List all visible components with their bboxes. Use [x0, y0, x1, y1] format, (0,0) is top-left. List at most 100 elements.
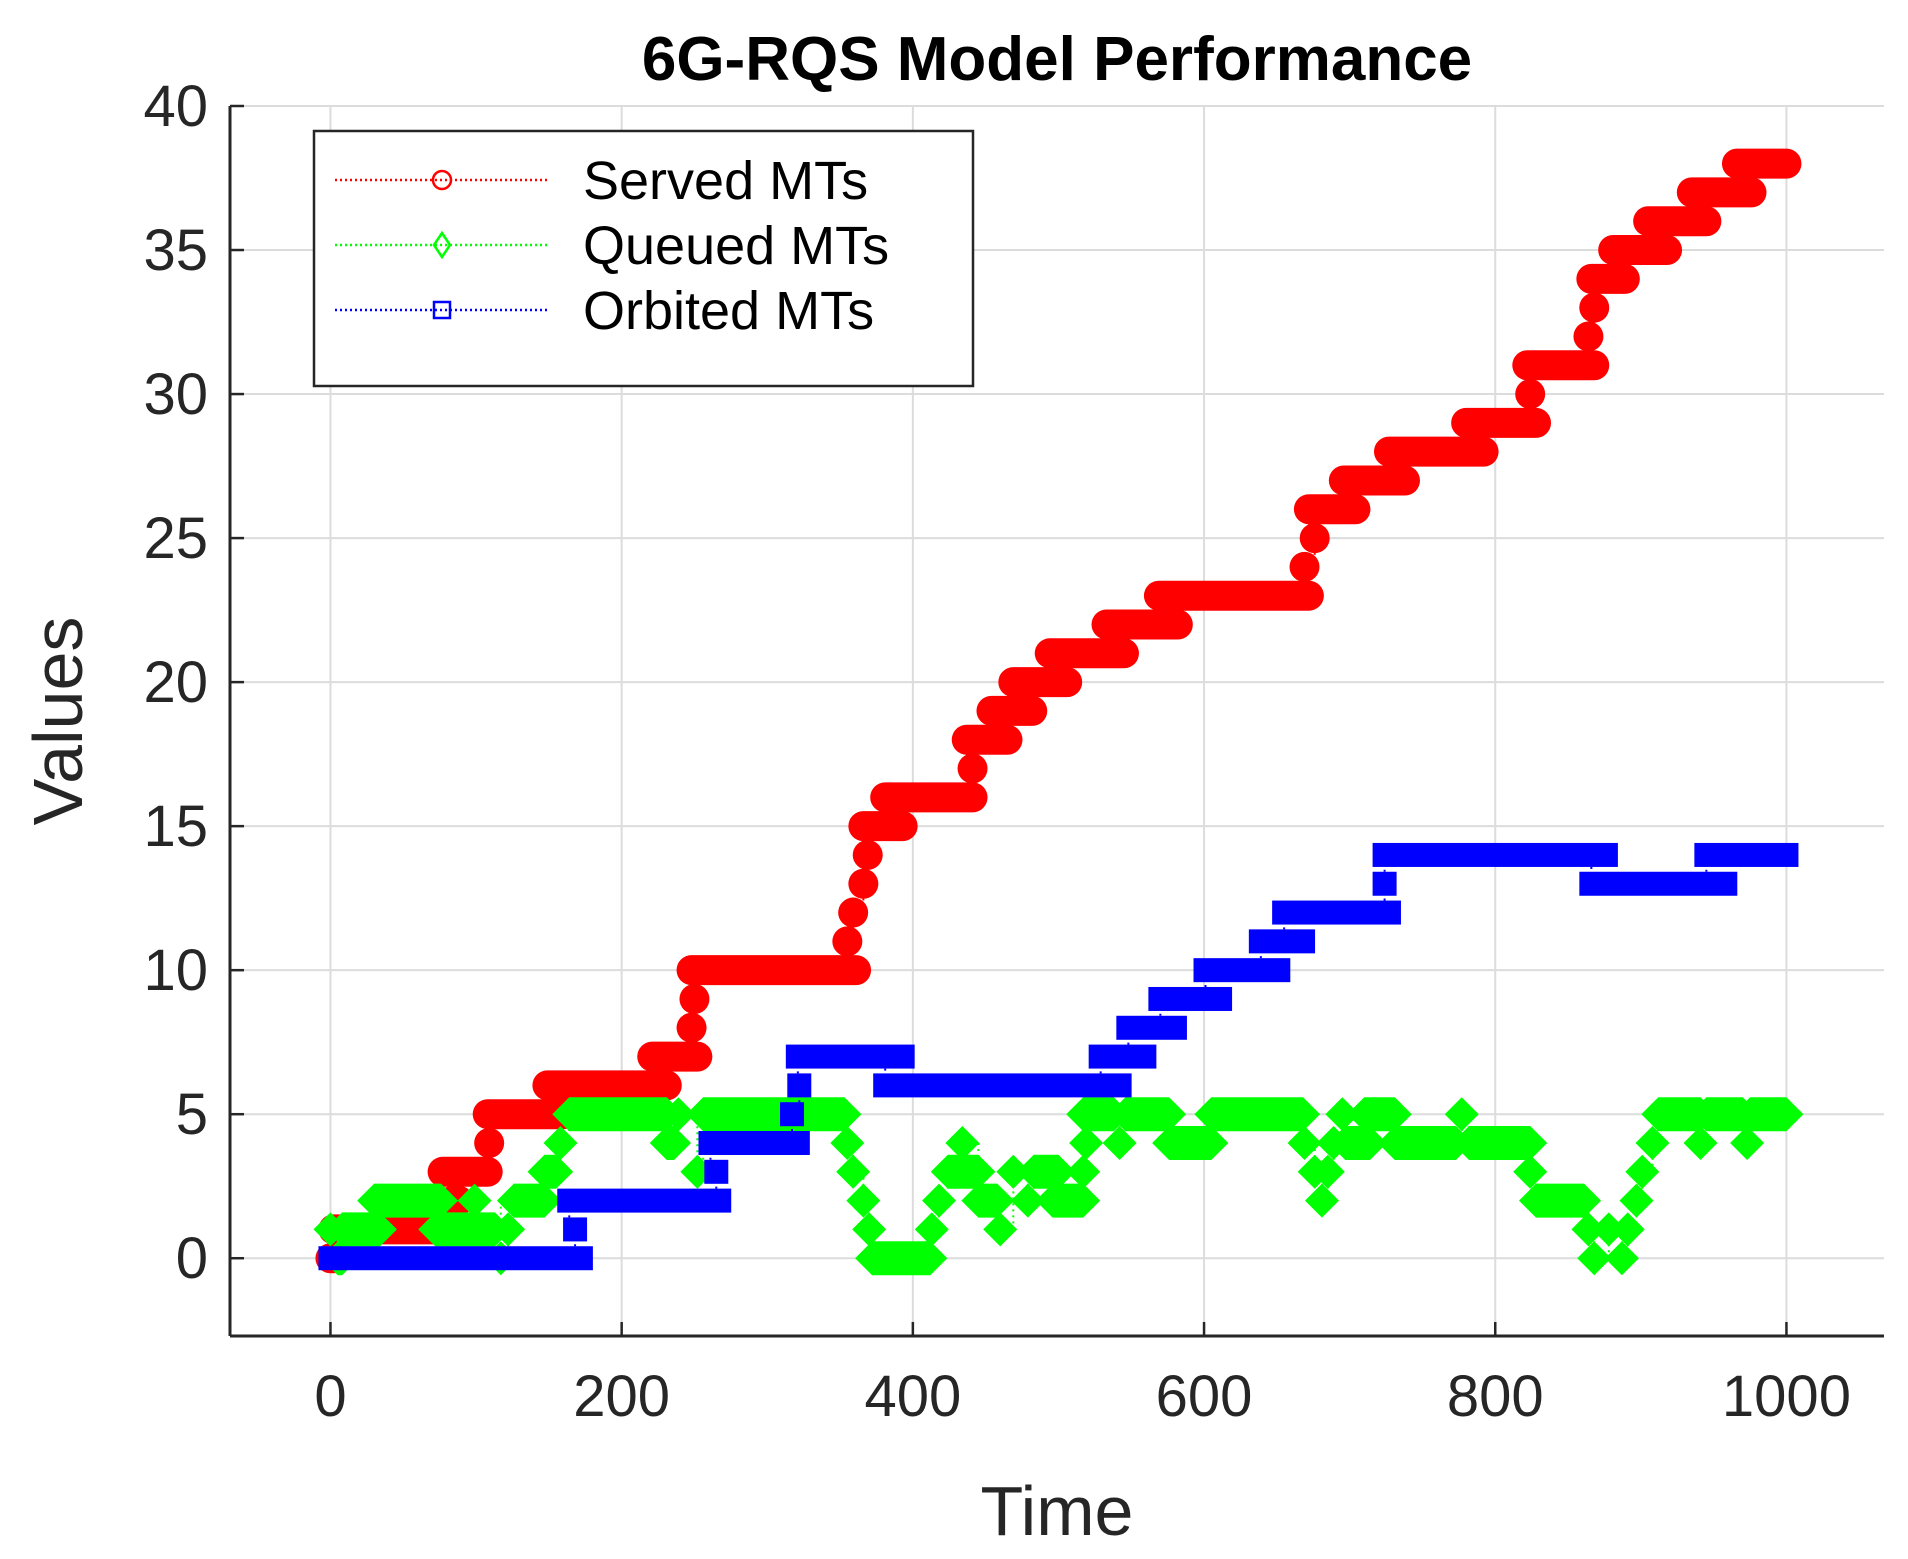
data-marker [852, 1212, 887, 1247]
data-marker [914, 1212, 949, 1247]
y-axis-label: Values [19, 617, 97, 826]
data-segment [1293, 494, 1371, 525]
data-marker [1010, 1183, 1045, 1218]
data-marker [474, 1128, 505, 1159]
data-segment [1579, 871, 1738, 896]
data-segment [1452, 1126, 1548, 1161]
data-segment [325, 1212, 397, 1247]
data-segment [873, 1073, 1132, 1098]
data-segment [855, 1241, 948, 1276]
data-marker [922, 1183, 957, 1218]
x-tick-label: 0 [314, 1364, 346, 1429]
data-segment [557, 1188, 732, 1213]
data-marker [1310, 1154, 1345, 1189]
y-tick-label: 10 [143, 938, 208, 1003]
data-segment [870, 782, 988, 813]
data-marker [957, 753, 988, 784]
data-marker [1069, 1126, 1104, 1161]
data-marker [830, 1126, 865, 1161]
data-marker [996, 1154, 1031, 1189]
data-marker [832, 926, 863, 957]
data-segment [552, 1097, 684, 1132]
data-marker [1577, 1241, 1612, 1276]
data-marker [491, 1212, 526, 1247]
data-segment [1598, 235, 1683, 266]
data-segment [472, 1099, 579, 1130]
data-segment [676, 955, 872, 986]
data-segment [1152, 1126, 1229, 1161]
data-segment [698, 1131, 810, 1156]
data-segment [1091, 609, 1193, 640]
legend-box [312, 129, 975, 388]
data-marker [1573, 321, 1604, 352]
x-tick-label: 600 [1156, 1364, 1253, 1429]
data-marker [1625, 1154, 1660, 1189]
data-segment [848, 811, 918, 842]
data-segment [1694, 842, 1799, 867]
data-segment [1328, 465, 1420, 496]
data-marker [1299, 523, 1330, 554]
data-marker [1579, 292, 1610, 323]
chart-title: 6G-RQS Model Performance [642, 25, 1472, 94]
legend-label: Orbited MTs [583, 281, 874, 341]
data-segment [976, 695, 1048, 726]
data-segment [1193, 958, 1291, 983]
y-tick-label: 5 [176, 1082, 208, 1147]
data-segment [785, 1044, 915, 1069]
data-segment [1451, 407, 1552, 438]
data-marker [1683, 1126, 1718, 1161]
data-segment [1328, 1126, 1388, 1161]
data-marker [1289, 551, 1320, 582]
data-marker [1515, 379, 1546, 410]
legend-label: Queued MTs [583, 216, 889, 276]
data-segment [1034, 638, 1139, 669]
data-segment [1143, 580, 1324, 611]
legend-label: Served MTs [583, 151, 868, 211]
x-tick-label: 800 [1447, 1364, 1544, 1429]
data-marker [1287, 1126, 1322, 1161]
data-marker [846, 1183, 881, 1218]
data-segment [686, 1097, 862, 1132]
data-segment [1512, 350, 1610, 381]
y-tick-label: 20 [143, 650, 208, 715]
y-tick-label: 40 [143, 74, 208, 139]
data-segment [1248, 929, 1316, 954]
data-segment [998, 667, 1083, 698]
data-segment [1148, 986, 1233, 1011]
series-queued-mts [313, 1097, 1804, 1276]
data-marker [983, 1212, 1018, 1247]
series-served-mts [315, 148, 1802, 1274]
data-segment [1633, 206, 1722, 237]
data-segment [532, 1070, 682, 1101]
data-segment [527, 1154, 574, 1189]
data-segment [1272, 900, 1401, 925]
data-segment [1347, 1097, 1412, 1132]
y-tick-label: 0 [176, 1226, 208, 1291]
data-marker [1635, 1126, 1670, 1161]
data-segment [1108, 1097, 1187, 1132]
data-marker [679, 983, 710, 1014]
data-marker [676, 1012, 707, 1043]
x-axis-label: Time [981, 1472, 1134, 1550]
data-marker [563, 1217, 588, 1242]
x-tick-label: 1000 [1722, 1364, 1851, 1429]
data-segment [418, 1212, 512, 1247]
data-segment [496, 1183, 562, 1218]
data-segment [1066, 1097, 1131, 1132]
data-marker [1066, 1154, 1101, 1189]
data-segment [1035, 1183, 1101, 1218]
y-tick-label: 35 [143, 218, 208, 283]
data-marker [848, 868, 879, 899]
data-segment [1576, 263, 1640, 294]
data-segment [1016, 1154, 1076, 1189]
data-marker [1571, 1212, 1606, 1247]
data-marker [661, 1097, 696, 1132]
data-segment [951, 724, 1023, 755]
data-segment [357, 1183, 459, 1218]
data-segment [1721, 148, 1802, 179]
data-segment [649, 1126, 692, 1161]
data-segment [1088, 1044, 1157, 1069]
data-segment [1373, 436, 1499, 467]
data-marker [836, 1154, 871, 1189]
